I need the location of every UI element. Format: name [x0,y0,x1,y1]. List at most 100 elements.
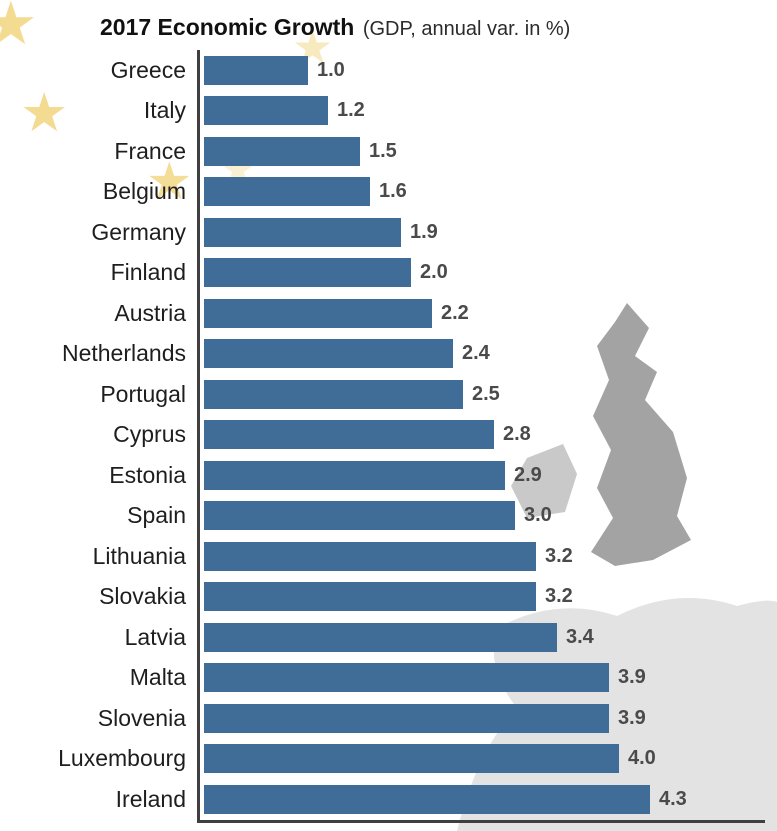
bar-track: 2.9 [197,455,777,496]
bar-track: 2.2 [197,293,777,334]
chart-row: Cyprus 2.8 [0,414,777,455]
bar-track: 3.9 [197,657,777,698]
value-label: 1.5 [369,139,397,162]
category-label: Malta [129,664,186,691]
value-label: 4.3 [659,787,687,810]
bar-track: 3.2 [197,576,777,617]
category-label: Lithuania [92,542,186,569]
chart-row: Austria 2.2 [0,293,777,334]
value-label: 2.2 [441,301,469,324]
bar-track: 1.6 [197,171,777,212]
value-label: 1.0 [317,58,345,81]
value-label: 2.8 [503,423,531,446]
bar [204,582,536,612]
bar [204,420,494,450]
bar [204,258,411,288]
category-label: Germany [91,218,186,245]
value-label: 1.2 [337,99,365,122]
bar [204,663,609,693]
bar [204,136,360,166]
value-label: 4.0 [628,747,656,770]
category-label: Netherlands [61,340,186,367]
bar [204,744,619,774]
bar-track: 2.5 [197,374,777,415]
category-label: Spain [127,502,186,529]
chart-row: Estonia 2.9 [0,455,777,496]
bar [204,339,453,369]
category-label: Greece [110,56,186,83]
bar [204,541,536,571]
bar-track: 1.5 [197,131,777,172]
chart-row: Portugal 2.5 [0,374,777,415]
bar-track: 3.2 [197,536,777,577]
bar-chart: Greece 1.0 Italy 1.2 France 1.5 Belgium 1.6 Germ… [0,50,777,822]
chart-row: Ireland 4.3 [0,779,777,820]
chart-row: Germany 1.9 [0,212,777,253]
value-label: 3.2 [545,585,573,608]
category-label: Latvia [124,623,186,650]
bar [204,460,505,490]
value-label: 2.9 [514,463,542,486]
category-label: Finland [110,259,186,286]
chart-row: Greece 1.0 [0,50,777,91]
bar [204,703,609,733]
chart-row: Lithuania 3.2 [0,536,777,577]
value-label: 2.4 [462,342,490,365]
category-label: Slovenia [97,704,186,731]
eu-star-icon: ★ [0,0,38,57]
category-label: Cyprus [113,421,186,448]
bar-track: 1.0 [197,50,777,91]
chart-row: Latvia 3.4 [0,617,777,658]
category-label: Luxembourg [58,745,186,772]
category-label: Austria [114,299,186,326]
bar-track: 4.3 [197,779,777,820]
bar [204,217,401,247]
bar [204,379,463,409]
bar-track: 4.0 [197,738,777,779]
category-label: Ireland [115,785,186,812]
category-label: Italy [143,97,186,124]
value-label: 3.9 [618,706,646,729]
value-label: 2.0 [420,261,448,284]
bar [204,501,515,531]
chart-row: Netherlands 2.4 [0,333,777,374]
bar-track: 2.0 [197,252,777,293]
chart-title-main: 2017 Economic Growth [100,14,355,40]
value-label: 3.4 [566,625,594,648]
bar [204,784,650,814]
category-label: Belgium [102,178,186,205]
chart-row: Spain 3.0 [0,495,777,536]
bar [204,177,370,207]
category-label: Portugal [100,380,186,407]
chart-row: Italy 1.2 [0,90,777,131]
chart-row: Slovakia 3.2 [0,576,777,617]
bar [204,55,308,85]
bar [204,298,432,328]
bar-track: 1.2 [197,90,777,131]
chart-row: Finland 2.0 [0,252,777,293]
chart-title-subtitle: (GDP, annual var. in %) [362,18,571,40]
category-label: France [114,137,186,164]
category-label: Slovakia [99,583,186,610]
bar [204,622,557,652]
category-label: Estonia [109,461,186,488]
chart-row: Belgium 1.6 [0,171,777,212]
chart-row: Luxembourg 4.0 [0,738,777,779]
value-label: 1.9 [410,220,438,243]
bar-track: 2.4 [197,333,777,374]
chart-row: France 1.5 [0,131,777,172]
bar-track: 1.9 [197,212,777,253]
bar [204,96,328,126]
chart-title: 2017 Economic Growth (GDP, annual var. i… [100,14,570,41]
bar-track: 3.0 [197,495,777,536]
chart-row: Slovenia 3.9 [0,698,777,739]
bar-track: 2.8 [197,414,777,455]
value-label: 3.2 [545,544,573,567]
bar-track: 3.9 [197,698,777,739]
chart-row: Malta 3.9 [0,657,777,698]
bar-track: 3.4 [197,617,777,658]
value-label: 1.6 [379,180,407,203]
value-label: 3.0 [524,504,552,527]
value-label: 3.9 [618,666,646,689]
